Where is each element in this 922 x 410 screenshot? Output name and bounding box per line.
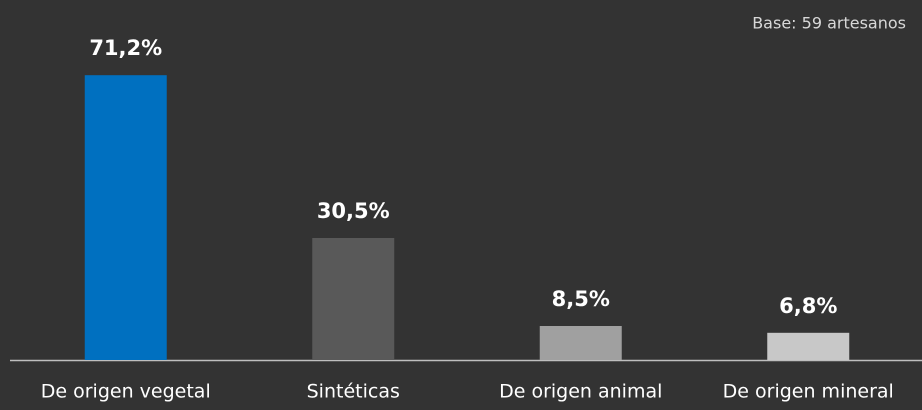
x-tick-label: De origen mineral	[723, 381, 894, 403]
bar	[84, 75, 167, 360]
annotation: Base: 59 artesanos	[752, 14, 906, 33]
bar	[312, 238, 395, 360]
bar	[767, 332, 850, 360]
x-tick-label: Sintéticas	[307, 381, 400, 403]
x-tick-label: De origen animal	[499, 381, 662, 403]
value-label: 6,8%	[779, 294, 837, 318]
bar	[539, 326, 622, 360]
value-label: 71,2%	[89, 36, 162, 60]
x-tick-label: De origen vegetal	[41, 381, 211, 403]
value-label: 8,5%	[552, 287, 610, 311]
value-label: 30,5%	[317, 199, 390, 223]
